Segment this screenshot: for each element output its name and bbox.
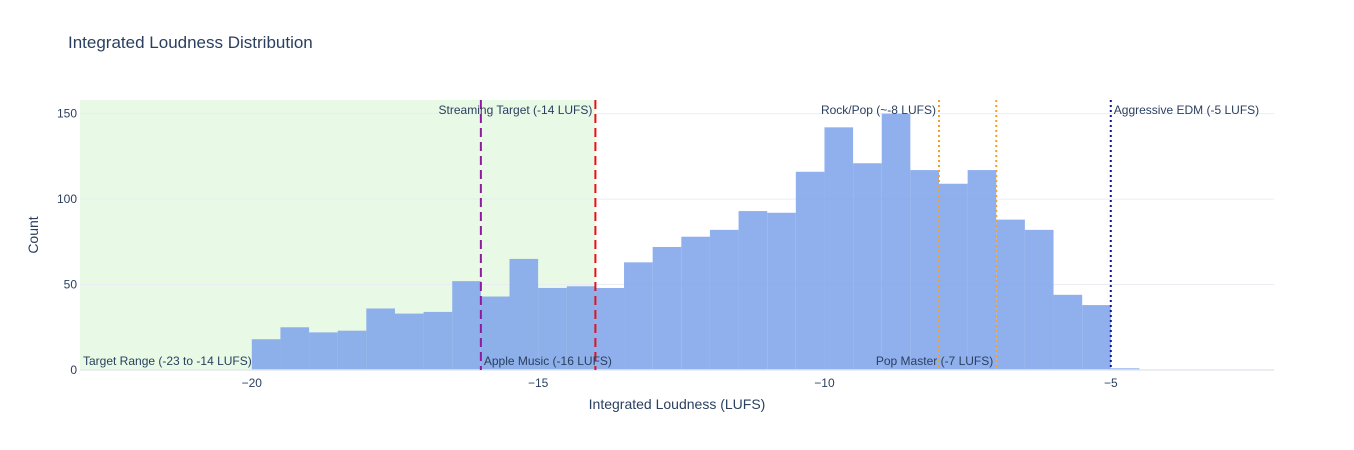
histogram-bar[interactable] (681, 236, 710, 370)
histogram-bar[interactable] (595, 287, 625, 370)
histogram-bar[interactable] (1024, 229, 1054, 370)
y-tick-label: 0 (70, 363, 77, 377)
reference-line-label: Aggressive EDM (-5 LUFS) (1114, 103, 1259, 117)
x-tick-label: −20 (242, 376, 263, 390)
histogram-bar[interactable] (767, 212, 796, 370)
reference-line-label: Apple Music (-16 LUFS) (484, 354, 612, 368)
histogram-bar[interactable] (996, 219, 1025, 370)
histogram-bar[interactable] (366, 308, 395, 370)
histogram-bar[interactable] (967, 170, 997, 370)
histogram-bar[interactable] (910, 170, 939, 370)
histogram-bar[interactable] (709, 229, 739, 370)
histogram-bar[interactable] (1053, 294, 1083, 370)
reference-line-label: Pop Master (-7 LUFS) (876, 354, 993, 368)
histogram-bar[interactable] (738, 211, 768, 370)
target-range-label: Target Range (-23 to -14 LUFS) (83, 354, 252, 368)
histogram-bar[interactable] (624, 262, 653, 370)
y-tick-label: 150 (57, 107, 77, 121)
histogram-bar[interactable] (881, 113, 911, 370)
histogram-bar[interactable] (452, 281, 481, 370)
reference-line-label: Streaming Target (-14 LUFS) (439, 103, 593, 117)
y-tick-label: 50 (64, 278, 78, 292)
chart-title: Integrated Loudness Distribution (68, 33, 313, 52)
histogram-bar[interactable] (1110, 368, 1140, 370)
histogram-bar[interactable] (251, 339, 281, 370)
x-tick-label: −5 (1104, 376, 1118, 390)
histogram-bar[interactable] (652, 246, 682, 370)
histogram-bar[interactable] (853, 163, 882, 370)
histogram-bar[interactable] (309, 332, 338, 370)
x-tick-label: −10 (814, 376, 835, 390)
x-axis-title: Integrated Loudness (LUFS) (588, 396, 766, 412)
histogram-bar[interactable] (280, 327, 310, 370)
histogram-bar[interactable] (538, 287, 567, 370)
histogram-bar[interactable] (480, 296, 510, 370)
histogram-bar[interactable] (566, 286, 596, 370)
y-tick-label: 100 (57, 192, 77, 206)
histogram-bar[interactable] (509, 258, 539, 370)
histogram-bar[interactable] (337, 330, 367, 370)
histogram-bar[interactable] (795, 171, 825, 370)
x-tick-label: −15 (528, 376, 549, 390)
histogram-bar[interactable] (938, 183, 968, 370)
histogram-bar[interactable] (1082, 305, 1111, 370)
y-axis-title: Count (25, 216, 41, 254)
histogram-bar[interactable] (423, 311, 453, 370)
histogram-bar[interactable] (394, 313, 424, 370)
reference-line-label: Rock/Pop (~-8 LUFS) (821, 103, 936, 117)
histogram-bar[interactable] (824, 127, 854, 371)
